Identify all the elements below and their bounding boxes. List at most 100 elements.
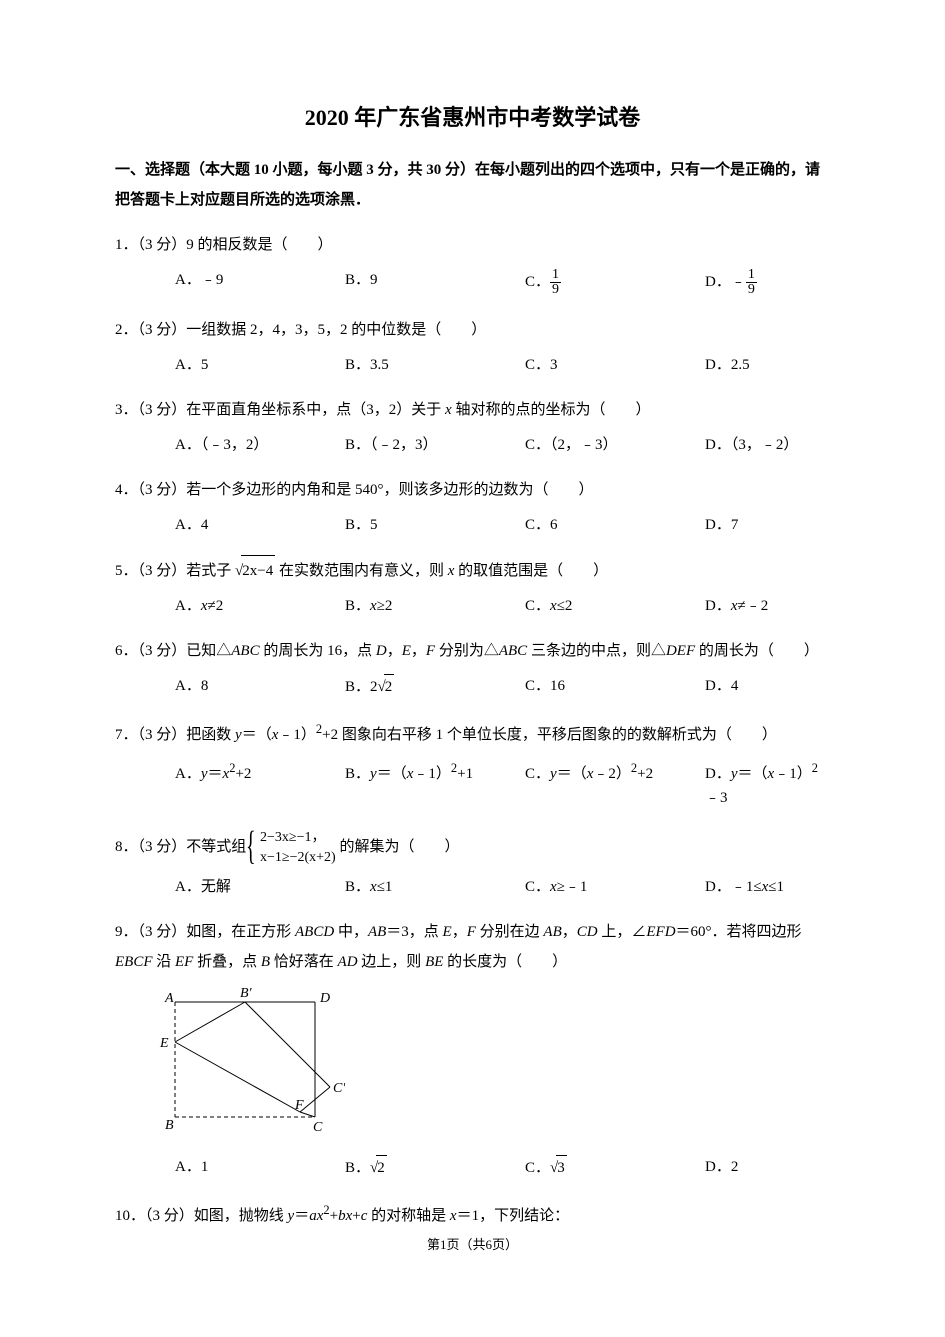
q9-ebcf: EBCF bbox=[115, 954, 153, 970]
q2-opt-b: B．3.5 bbox=[345, 353, 525, 377]
question-8: 8．（3 分）不等式组 2−3x≥−1，x−1≥−2(x+2) 的解集为（ ） … bbox=[115, 828, 830, 899]
q8-opt-d: D．﹣1≤x≤1 bbox=[705, 875, 830, 899]
question-1: 1．（3 分）9 的相反数是（ ） A．﹣9 B．9 C．19 D．﹣19 bbox=[115, 230, 830, 297]
q9-c-pre: C．√ bbox=[525, 1160, 558, 1176]
q6-e: E bbox=[402, 643, 411, 659]
q9-e1: E bbox=[443, 924, 452, 940]
q9-options: A．1 B．√2 C．√3 D．2 bbox=[115, 1155, 830, 1180]
q7-d-post: ﹣3 bbox=[705, 790, 728, 806]
q9-abcd: ABCD bbox=[295, 924, 334, 940]
q9-lbl-bp: B′ bbox=[240, 987, 253, 1001]
q7-pp1: ﹣1） bbox=[278, 727, 316, 743]
q6-b-rad: 2 bbox=[384, 674, 395, 699]
q7-b-y: y bbox=[370, 766, 377, 782]
q7-d-pre: D． bbox=[705, 766, 731, 782]
question-7: 7．（3 分）把函数 y＝（x﹣1）2+2 图象向右平移 1 个单位长度，平移后… bbox=[115, 717, 830, 810]
q1-opt-c: C．19 bbox=[525, 268, 705, 297]
q8-line1: 2−3x≥−1， bbox=[260, 828, 336, 848]
q2-stem: 2．（3 分）一组数据 2，4，3，5，2 的中位数是（ ） bbox=[115, 315, 830, 345]
q1-c-num: 1 bbox=[550, 268, 561, 283]
question-3: 3．（3 分）在平面直角坐标系中，点（3，2）关于 x 轴对称的点的坐标为（ ）… bbox=[115, 395, 830, 457]
question-6: 6．（3 分）已知△ABC 的周长为 16，点 D，E，F 分别为△ABC 三条… bbox=[115, 636, 830, 699]
q1-opt-a: A．﹣9 bbox=[175, 268, 345, 297]
q1-d-den: 9 bbox=[746, 283, 757, 297]
section-1-title: 一、选择题（本大题 10 小题，每小题 3 分，共 30 分）在每小题列出的四个… bbox=[115, 155, 830, 215]
q8-c-post: ≥﹣1 bbox=[557, 879, 588, 895]
q7-opt-d: D．y＝（x﹣1）2﹣3 bbox=[705, 758, 830, 810]
q8-post: 的解集为（ ） bbox=[336, 839, 460, 855]
question-2: 2．（3 分）一组数据 2，4，3，5，2 的中位数是（ ） A．5 B．3.5… bbox=[115, 315, 830, 377]
q3-opt-c: C．（2，﹣3） bbox=[525, 433, 705, 457]
q2-opt-a: A．5 bbox=[175, 353, 345, 377]
q8-c-x: x bbox=[550, 879, 557, 895]
q5-opt-c: C．x≤2 bbox=[525, 594, 705, 618]
q7-opt-a: A．y＝x2+2 bbox=[175, 758, 345, 810]
q5-opt-d: D．x≠﹣2 bbox=[705, 594, 830, 618]
q6-abc2: ABC bbox=[499, 643, 527, 659]
q7-d-p: ﹣1） bbox=[774, 766, 812, 782]
q6-p5: 的周长为（ ） bbox=[695, 643, 819, 659]
q4-opt-b: B．5 bbox=[345, 513, 525, 537]
q1-c-prefix: C． bbox=[525, 274, 550, 290]
q3-x: x bbox=[445, 402, 452, 418]
q6-cm2: ， bbox=[411, 643, 426, 659]
q7-d-sq: 2 bbox=[812, 761, 818, 775]
q9-lbl-d: D bbox=[319, 991, 330, 1006]
q7-c-post: +2 bbox=[637, 766, 653, 782]
q7-eq1: ＝（ bbox=[242, 727, 272, 743]
q3-options: A．（﹣3，2） B．（﹣2，3） C．（2，﹣3） D．（3，﹣2） bbox=[115, 433, 830, 457]
q5-stem: 5．（3 分）若式子 √2x−4 在实数范围内有意义，则 x 的取值范围是（ ） bbox=[115, 555, 830, 586]
q6-p4: 三条边的中点，则△ bbox=[527, 643, 666, 659]
q9-be: BE bbox=[425, 954, 443, 970]
q7-c-pre: C． bbox=[525, 766, 550, 782]
q7-stem: 7．（3 分）把函数 y＝（x﹣1）2+2 图象向右平移 1 个单位长度，平移后… bbox=[115, 717, 830, 750]
q9-p9: 恰好落在 bbox=[270, 954, 338, 970]
question-4: 4．（3 分）若一个多边形的内角和是 540°，则该多边形的边数为（ ） A．4… bbox=[115, 475, 830, 537]
q5-a-post: ≠2 bbox=[208, 598, 224, 614]
q6-d: D bbox=[376, 643, 387, 659]
q9-figure: A B′ D E C′ F B C bbox=[145, 987, 830, 1145]
q9-lbl-e: E bbox=[159, 1036, 169, 1051]
q7-d-eq: ＝（ bbox=[738, 766, 768, 782]
q8-brace: 2−3x≥−1，x−1≥−2(x+2) bbox=[250, 828, 336, 867]
q6-abc1: ABC bbox=[231, 643, 259, 659]
q1-d-num: 1 bbox=[746, 268, 757, 283]
q5-b-pre: B． bbox=[345, 598, 370, 614]
q8-c-pre: C． bbox=[525, 879, 550, 895]
q9-lbl-b: B bbox=[165, 1118, 174, 1133]
q4-options: A．4 B．5 C．6 D．7 bbox=[115, 513, 830, 537]
q10-plus: + bbox=[330, 1208, 338, 1224]
q5-d-post: ≠﹣2 bbox=[738, 598, 769, 614]
q7-a-pre: A． bbox=[175, 766, 201, 782]
question-10: 10．（3 分）如图，抛物线 y＝ax2+bx+c 的对称轴是 x＝1，下列结论… bbox=[115, 1198, 830, 1231]
q6-p1: 6．（3 分）已知△ bbox=[115, 643, 231, 659]
q9-b-pre: B．√ bbox=[345, 1160, 378, 1176]
question-9: 9．（3 分）如图，在正方形 ABCD 中，AB＝3，点 E，F 分别在边 AB… bbox=[115, 917, 830, 1180]
q9-p7: 沿 bbox=[153, 954, 176, 970]
q7-c-eq: ＝（ bbox=[557, 766, 587, 782]
page-footer: 第1页（共6页） bbox=[115, 1235, 830, 1256]
q9-ab2: AB bbox=[543, 924, 561, 940]
q10-eq: ＝ bbox=[294, 1208, 309, 1224]
q9-p11: 的长度为（ ） bbox=[443, 954, 567, 970]
q5-a-pre: A． bbox=[175, 598, 201, 614]
q5-c-pre: C． bbox=[525, 598, 550, 614]
q9-f1: F bbox=[467, 924, 476, 940]
q9-p8: 折叠，点 bbox=[193, 954, 261, 970]
q9-ef: EF bbox=[175, 954, 193, 970]
q5-d-x: x bbox=[731, 598, 738, 614]
q6-def: DEF bbox=[666, 643, 695, 659]
q1-opt-b: B．9 bbox=[345, 268, 525, 297]
q5-c-x: x bbox=[550, 598, 557, 614]
q8-stem: 8．（3 分）不等式组 2−3x≥−1，x−1≥−2(x+2) 的解集为（ ） bbox=[115, 828, 830, 867]
q8-d-pre: D．﹣1≤ bbox=[705, 879, 762, 895]
q1-c-den: 9 bbox=[550, 283, 561, 297]
q8-b-pre: B． bbox=[345, 879, 370, 895]
q7-a-y: y bbox=[201, 766, 208, 782]
q3-post: 轴对称的点的坐标为（ ） bbox=[452, 402, 651, 418]
q10-stem: 10．（3 分）如图，抛物线 y＝ax2+bx+c 的对称轴是 x＝1，下列结论… bbox=[115, 1198, 830, 1231]
q8-line2: x−1≥−2(x+2) bbox=[260, 848, 336, 868]
q8-options: A．无解 B．x≤1 C．x≥﹣1 D．﹣1≤x≤1 bbox=[115, 875, 830, 899]
q7-d-y: y bbox=[731, 766, 738, 782]
q6-cm1: ， bbox=[387, 643, 402, 659]
